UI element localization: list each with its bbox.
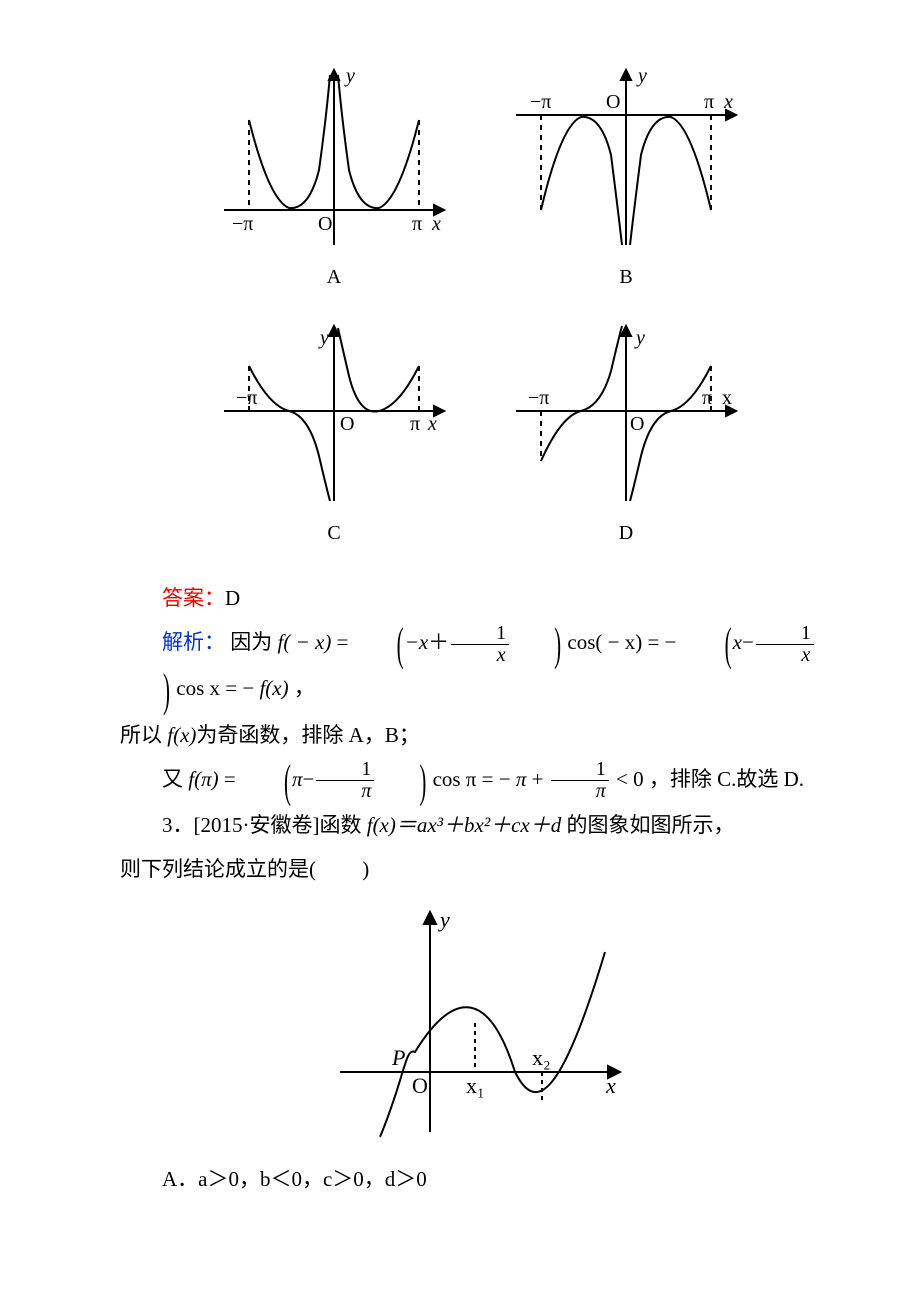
figure-d: y x O −π π <box>506 316 746 506</box>
explanation-line-2: 所以 f(x)为奇函数，排除 A，B； <box>120 713 840 757</box>
q3-option-a: A．a＞0，b＜0，c＞0，d＞0 <box>120 1157 840 1201</box>
q3-figure: y x O P x₁ x₂ <box>120 897 840 1147</box>
answer-label: 答案： <box>162 586 225 610</box>
origin-label: O <box>318 213 332 235</box>
svg-text:−π: −π <box>528 387 549 409</box>
q3-line-2: 则下列结论成立的是() <box>120 847 840 891</box>
svg-text:x₂: x₂ <box>532 1045 551 1070</box>
svg-text:O: O <box>340 413 354 435</box>
explanation-line-1: 解析： 因为 f( − x) = (−x＋1x) cos( − x) = − (… <box>120 620 840 712</box>
svg-text:y: y <box>634 327 645 349</box>
svg-text:x: x <box>723 91 733 113</box>
axis-x-label: x <box>431 213 441 235</box>
answer-value: D <box>225 586 240 610</box>
svg-text:x: x <box>427 413 437 435</box>
figure-d-label: D <box>619 512 633 554</box>
svg-text:P: P <box>391 1045 405 1070</box>
answer-line: 答案：D <box>120 576 840 620</box>
svg-text:−π: −π <box>530 91 551 113</box>
figure-c-label: C <box>327 512 340 554</box>
svg-text:y: y <box>636 65 647 87</box>
pi-label: π <box>412 213 422 235</box>
q3-line-1: 3．[2015·安徽卷]函数 f(x)＝ax³＋bx²＋cx＋d 的图象如图所示… <box>120 803 840 847</box>
svg-text:y: y <box>318 327 329 349</box>
figure-b: y x O −π π <box>506 60 746 250</box>
svg-text:x₁: x₁ <box>466 1073 485 1098</box>
svg-text:O: O <box>606 91 620 113</box>
svg-text:x: x <box>722 387 732 409</box>
svg-text:O: O <box>412 1073 428 1098</box>
svg-text:π: π <box>410 413 420 435</box>
axis-y-label: y <box>344 65 355 87</box>
figure-b-label: B <box>619 256 632 298</box>
figure-grid-abcd: y x O −π π y x O −π π A B <box>200 60 760 566</box>
figure-a: y x O −π π <box>214 60 454 250</box>
explain-label: 解析： <box>162 630 225 654</box>
neg-pi-label: −π <box>232 213 253 235</box>
svg-text:−π: −π <box>236 387 257 409</box>
figure-a-label: A <box>327 256 341 298</box>
svg-text:y: y <box>438 907 450 932</box>
explanation-line-3: 又 f(π) = (π−1π) cos π = − π + 1π < 0 ，排除… <box>120 757 840 803</box>
figure-c: y x O −π π <box>214 316 454 506</box>
svg-text:π: π <box>702 387 712 409</box>
svg-text:O: O <box>630 413 644 435</box>
svg-text:x: x <box>605 1073 616 1098</box>
svg-text:π: π <box>704 91 714 113</box>
